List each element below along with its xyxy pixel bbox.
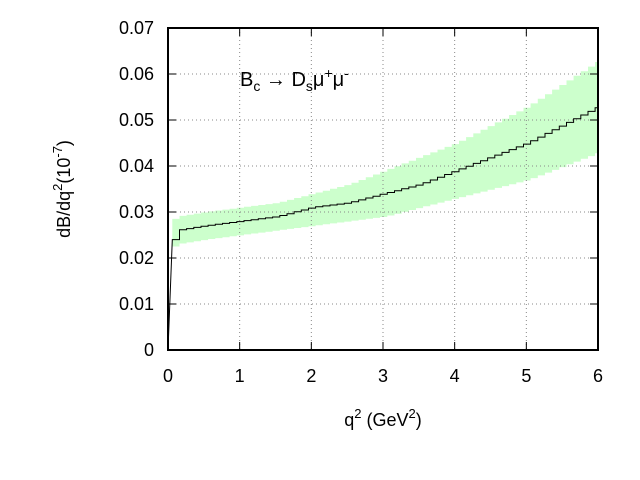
x-tick-label: 0 <box>163 366 173 386</box>
x-tick-label: 5 <box>521 366 531 386</box>
y-tick-label: 0.01 <box>119 294 154 314</box>
y-tick-label: 0.04 <box>119 156 154 176</box>
x-axis-label: q2 (GeV2) <box>344 406 422 430</box>
y-tick-label: 0.03 <box>119 202 154 222</box>
axis-ticks <box>167 27 599 351</box>
y-tick-label: 0.07 <box>119 18 154 38</box>
central-line-layer <box>167 107 598 351</box>
y-axis-label: dB/dq2(10-7) <box>50 140 74 238</box>
y-tick-labels: 0 0.01 0.02 0.03 0.04 0.05 0.06 0.07 <box>119 18 154 360</box>
uncertainty-band-layer <box>172 62 599 247</box>
x-tick-label: 2 <box>306 366 316 386</box>
x-tick-labels: 0 1 2 3 4 5 6 <box>163 366 603 386</box>
y-tick-label: 0.06 <box>119 64 154 84</box>
y-tick-label: 0.02 <box>119 248 154 268</box>
y-tick-label: 0.05 <box>119 110 154 130</box>
x-tick-label: 4 <box>450 366 460 386</box>
uncertainty-band <box>172 62 599 247</box>
x-tick-label: 3 <box>378 366 388 386</box>
x-tick-label: 1 <box>235 366 245 386</box>
central-value-line <box>167 107 598 351</box>
annotation-process: Bc → Dsμ+μ- <box>240 65 349 94</box>
y-tick-label: 0 <box>144 340 154 360</box>
grid <box>168 28 598 350</box>
x-tick-label: 6 <box>593 366 603 386</box>
